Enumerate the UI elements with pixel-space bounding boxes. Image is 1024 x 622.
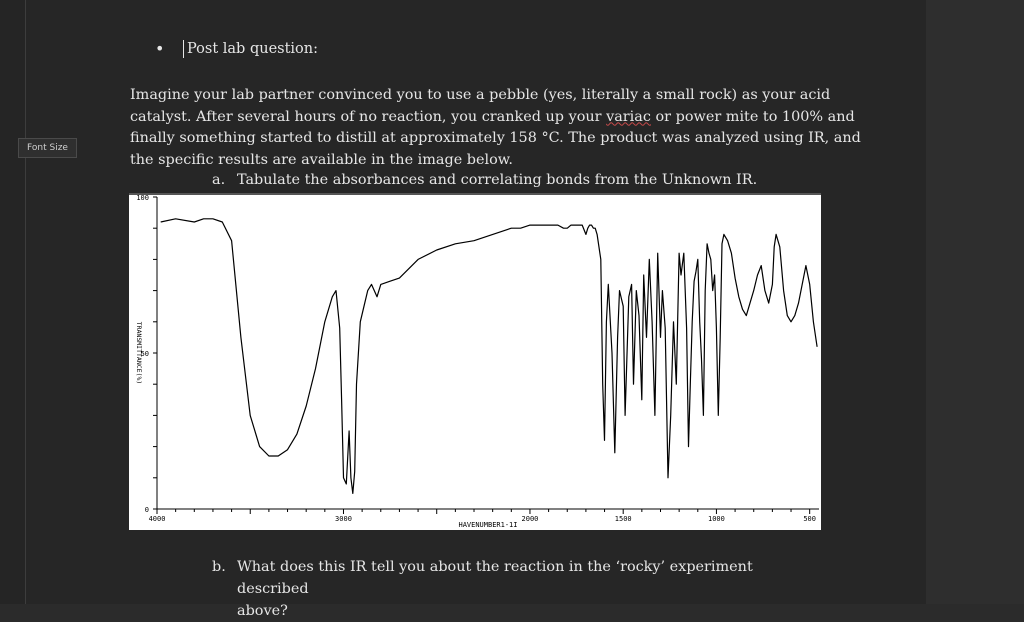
question-b-line-2: above? [237,603,288,619]
question-paragraph: Imagine your lab partner convinced you t… [130,85,861,171]
post-lab-heading: Post lab question: [187,41,319,57]
x-tick-label: 2000 [522,515,539,523]
paragraph-line-2: catalyst. After several hours of no reac… [130,107,855,129]
ir-transmittance-trace [160,218,818,494]
x-axis-label: HAVENUMBER1-1I [458,521,517,529]
question-b-line-1: What does this IR tell you about the rea… [237,559,753,597]
y-tick-label: 50 [141,350,149,358]
paragraph-line-4: the specific results are available in th… [130,151,513,168]
spellcheck-word-variac[interactable]: variac [606,108,651,125]
x-tick-label: 1000 [708,515,725,523]
ir-spectrum-chart: 0 50 100 4000 3000 2000 1500 1000 500 HAVENUMBER1… [135,195,819,529]
y-axis-label: TRANSMITTANCE(%) [135,322,143,385]
paragraph-line-1: Imagine your lab partner convinced you t… [130,87,831,103]
question-a-marker: a. [212,172,226,188]
font-size-button[interactable]: Font Size [18,138,77,158]
x-tick-label: 500 [803,515,816,523]
paragraph-line-2-end: or power mite to 100% and [650,108,855,125]
right-margin-area [926,0,1024,604]
y-tick-label: 0 [145,506,149,514]
paragraph-line-2-start: catalyst. After several hours of no reac… [130,108,607,125]
y-tick-label: 100 [136,195,149,202]
question-a: a. Tabulate the absorbances and correlati… [212,172,757,188]
question-b-marker: b. [212,559,226,575]
left-gutter [0,0,25,604]
bullet-point: • [155,39,165,58]
x-tick-label: 4000 [149,515,166,523]
text-cursor [183,40,184,58]
question-a-text: Tabulate the absorbances and correlating… [237,172,758,188]
x-tick-label: 3000 [335,515,352,523]
question-b: b. What does this IR tell you about the … [212,556,820,622]
x-tick-label: 1500 [615,515,632,523]
paragraph-line-3: finally something started to distill at … [130,130,861,147]
ir-spectrum-figure: 0 50 100 4000 3000 2000 1500 1000 500 HAVENUMBER1… [129,193,821,530]
